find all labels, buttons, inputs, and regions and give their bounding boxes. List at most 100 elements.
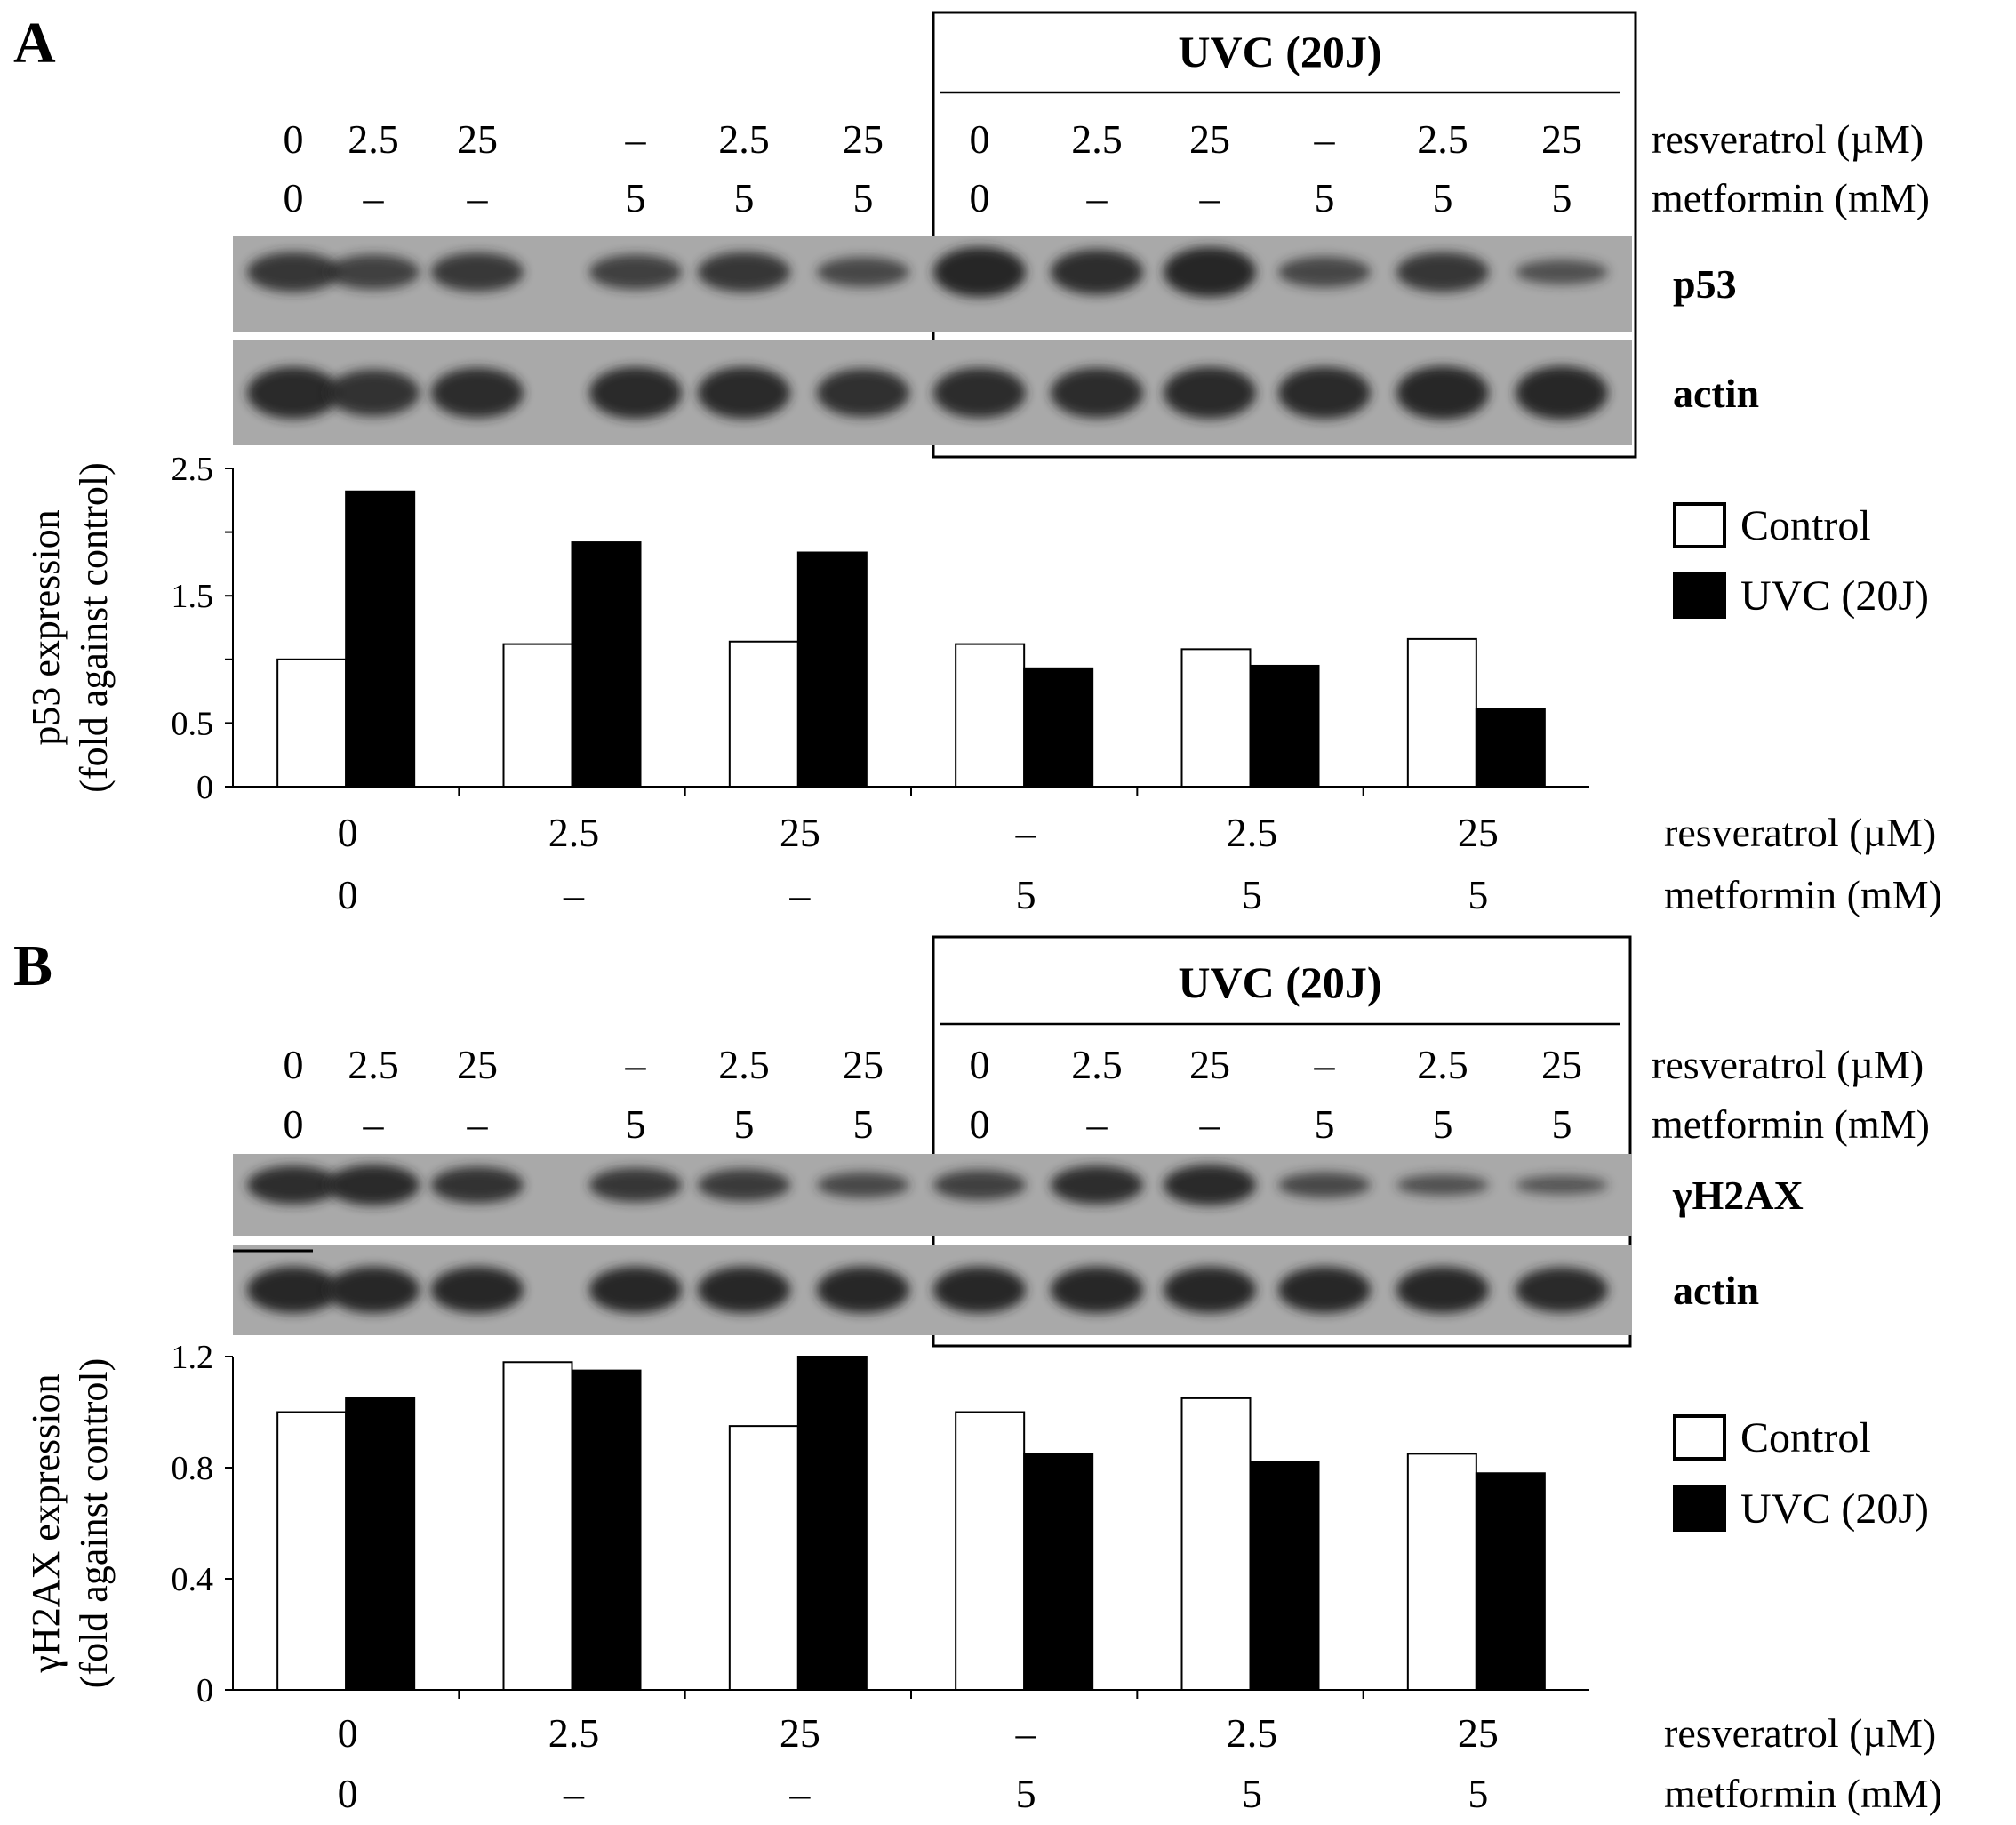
y-tick-label: 0.5 [172,705,214,742]
legend: Control UVC (20J) [1673,1414,1929,1533]
lane-label: – [625,1042,647,1087]
blot-band [933,1170,1026,1200]
bar-uvc [796,1356,868,1691]
blot-band [589,1167,682,1203]
blot-band [431,1267,524,1313]
bar-control [276,658,348,788]
blot-band [698,1267,790,1313]
blot-band [698,1169,790,1201]
blot-label: actin [1673,371,1759,416]
bar-uvc [345,490,416,788]
blot-band [1278,256,1371,288]
lane-label: 0 [970,116,990,162]
blot-band [933,1267,1026,1313]
lane-label: 5 [1552,175,1572,220]
bar-uvc [796,551,868,788]
blot-band [1396,1267,1489,1313]
bar-uvc [1023,1453,1094,1691]
blot-band [1396,252,1489,292]
blot-band [247,252,340,292]
blot-band [431,367,524,419]
legend-label-control: Control [1740,1414,1871,1461]
legend-swatch-uvc [1673,572,1726,619]
blot-band [1164,1267,1256,1313]
blot-band [1396,365,1489,420]
lane-label: 0 [970,1101,990,1147]
blot-band [1051,249,1143,295]
lane-label: 5 [626,175,646,220]
x-category-label: – [563,872,585,917]
bar-chart: 0 0.4 0.8 1.2 γH2AX expression (fold against … [24,1339,1942,1816]
x-category-label: 25 [780,1710,820,1756]
bar-uvc [571,541,642,788]
lane-label: 25 [843,116,884,162]
bar-control [1406,1453,1477,1691]
x-metformin-label: metformin (mM) [1664,1771,1942,1816]
bar-control [728,640,799,788]
lane-label: 5 [1433,175,1453,220]
x-category-label: 2.5 [548,810,600,855]
lane-label: 25 [1189,1042,1230,1087]
lane-label: 0 [284,175,304,220]
blot-band [589,366,682,420]
x-category-label: – [563,1771,585,1816]
lane-label: – [1199,175,1221,220]
x-category-label: 0 [338,1771,358,1816]
lane-label: 0 [970,175,990,220]
bar-uvc [1249,664,1320,788]
panel-letter: A [13,11,56,76]
blot-band [817,1172,909,1198]
legend-label-uvc: UVC (20J) [1740,1485,1929,1533]
legend-swatch-control [1673,1414,1726,1461]
blot-band [817,1267,909,1313]
blot-actin [233,340,1632,445]
blot-band [1516,260,1608,285]
x-category-label: 2.5 [1227,810,1278,855]
lane-label: 0 [970,1042,990,1087]
blot-target [233,1154,1632,1236]
blot-label: actin [1673,1268,1759,1313]
x-category-label: 2.5 [1227,1710,1278,1756]
lane-label: – [363,175,385,220]
bar-chart: 0 0.5 1.5 2.5 p53 expression (fold against co… [24,451,1942,917]
lane-label: 0 [284,1101,304,1147]
y-axis-title: (fold against control) [72,462,116,792]
bar-uvc [1475,1472,1546,1691]
lane-label: – [1314,1042,1336,1087]
lane-label: 25 [457,1042,498,1087]
lane-label: 25 [1189,116,1230,162]
lane-label: – [467,175,489,220]
lane-label: 5 [626,1101,646,1147]
x-category-label: – [1015,1710,1037,1756]
lane-label: 2.5 [1417,116,1468,162]
blot-band [247,1267,340,1313]
blot-band [247,1165,340,1205]
blot-label: p53 [1673,261,1737,307]
uvc-box-title: UVC (20J) [1178,27,1381,76]
lane-label: 5 [1552,1101,1572,1147]
x-category-label: 25 [780,810,820,855]
bar-uvc [1023,667,1094,788]
blot-band [1278,366,1371,420]
legend-label-control: Control [1740,502,1871,549]
panel-letter: B [13,933,52,998]
y-tick-label: 0 [196,1672,213,1709]
lane-label: 5 [734,175,755,220]
bar-control [276,1411,348,1691]
bar-control [502,643,573,788]
x-category-label: 0 [338,1710,358,1756]
blot-band [1396,1174,1489,1196]
legend-label-uvc: UVC (20J) [1740,572,1929,620]
uvc-treatment-box [932,935,1632,1348]
bar-control [502,1361,573,1691]
panel-a: A UVC (20J) 0 2.5 25 – 2.5 25 0 2.5 25 – 2.5 25 resver… [13,11,1942,917]
lane-label: 2.5 [1071,1042,1123,1087]
lane-label: – [625,116,647,162]
blot-band [1278,1172,1371,1198]
x-category-label: 25 [1458,810,1499,855]
x-category-label: 5 [1242,872,1262,917]
metformin-row-label: metformin (mM) [1652,175,1930,220]
blot-band [817,369,909,417]
bar-control [1180,648,1252,788]
